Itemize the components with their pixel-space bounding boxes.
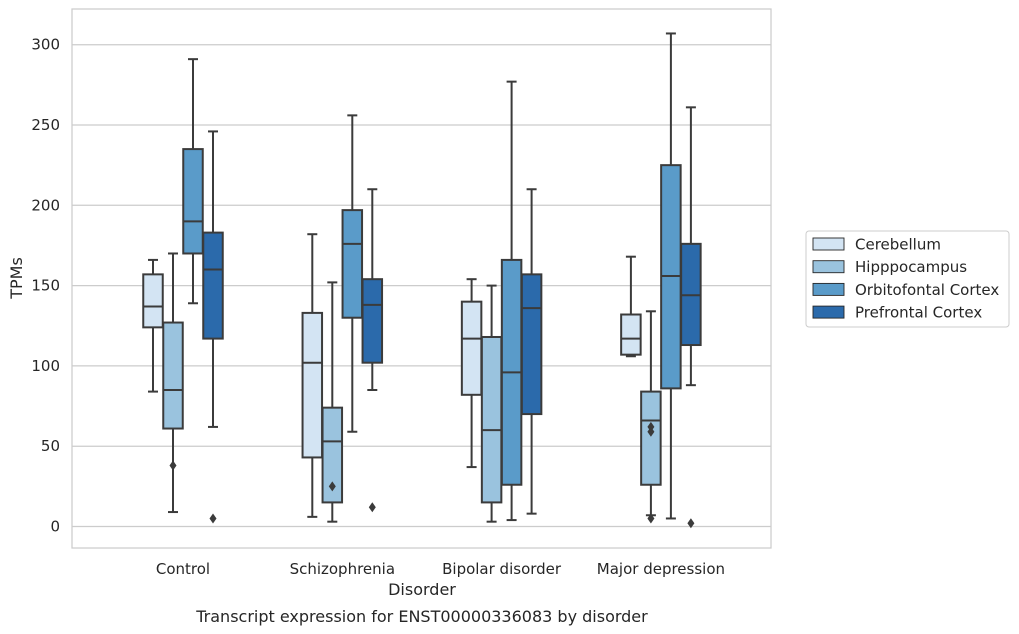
box-iqr (341, 209, 364, 319)
x-tick-label: Major depression (597, 560, 725, 578)
x-axis: Control Schizophrenia Bipolar disorder Majo… (156, 560, 725, 578)
box-3-0 (620, 255, 642, 358)
box-2-3 (520, 188, 543, 515)
box-iqr (142, 273, 164, 329)
box-iqr (640, 390, 662, 486)
legend-label: Hipppocampus (855, 258, 967, 276)
x-tick-label: Control (156, 560, 210, 578)
legend-label: Orbitofontal Cortex (855, 281, 999, 299)
y-axis: 0 50 100 150 200 250 300 (31, 36, 60, 536)
legend-frame (805, 230, 1010, 328)
legend-swatch (812, 282, 845, 296)
box-0-0 (142, 258, 164, 393)
plot-frame (71, 8, 772, 549)
box-iqr (202, 231, 224, 340)
legend-label: Prefrontal Cortex (855, 304, 982, 322)
y-tick-label: 150 (31, 277, 60, 295)
legend: Cerebellum Hipppocampus Orbitofontal Corte… (805, 230, 1010, 328)
box-iqr (361, 278, 384, 364)
box-3-1 (640, 310, 662, 524)
box-3-3 (680, 106, 702, 529)
x-axis-title: Disorder (388, 580, 456, 599)
box-2-2 (500, 80, 523, 522)
outlier-point (687, 518, 695, 529)
legend-swatch (812, 305, 845, 319)
box-0-1 (162, 252, 184, 514)
y-tick-label: 200 (31, 196, 60, 214)
outlier-point (209, 513, 217, 524)
box-1-2 (341, 114, 364, 433)
box-iqr (460, 300, 483, 396)
box-0-2 (182, 58, 204, 305)
outlier-point (169, 460, 177, 471)
y-tick-label: 100 (31, 357, 60, 375)
outlier-point (368, 502, 376, 513)
outlier-point (647, 513, 655, 524)
x-tick-label: Schizophrenia (290, 560, 395, 578)
y-tick-label: 300 (31, 36, 60, 54)
box-1-0 (301, 233, 324, 518)
box-1-3 (361, 188, 384, 513)
y-axis-title: TPMs (7, 257, 26, 300)
box-iqr (182, 148, 204, 255)
chart-caption: Transcript expression for ENST0000033608… (195, 607, 648, 626)
y-tick-label: 250 (31, 116, 60, 134)
y-tick-label: 50 (41, 437, 60, 455)
legend-label: Cerebellum (855, 236, 941, 254)
box-iqr (480, 335, 503, 504)
box-plots (142, 32, 702, 529)
box-iqr (321, 406, 344, 504)
box-2-0 (460, 278, 483, 469)
box-iqr (162, 321, 184, 430)
box-1-1 (321, 281, 344, 523)
outlier-point (647, 421, 655, 432)
legend-swatch (812, 260, 845, 274)
legend-swatch (812, 237, 845, 251)
box-2-1 (480, 284, 503, 523)
box-iqr (520, 273, 543, 416)
y-tick-label: 0 (50, 518, 60, 536)
x-tick-label: Bipolar disorder (442, 560, 562, 578)
box-iqr (301, 311, 324, 459)
outlier-point (328, 481, 336, 492)
box-0-3 (202, 130, 224, 524)
box-iqr (620, 313, 642, 356)
